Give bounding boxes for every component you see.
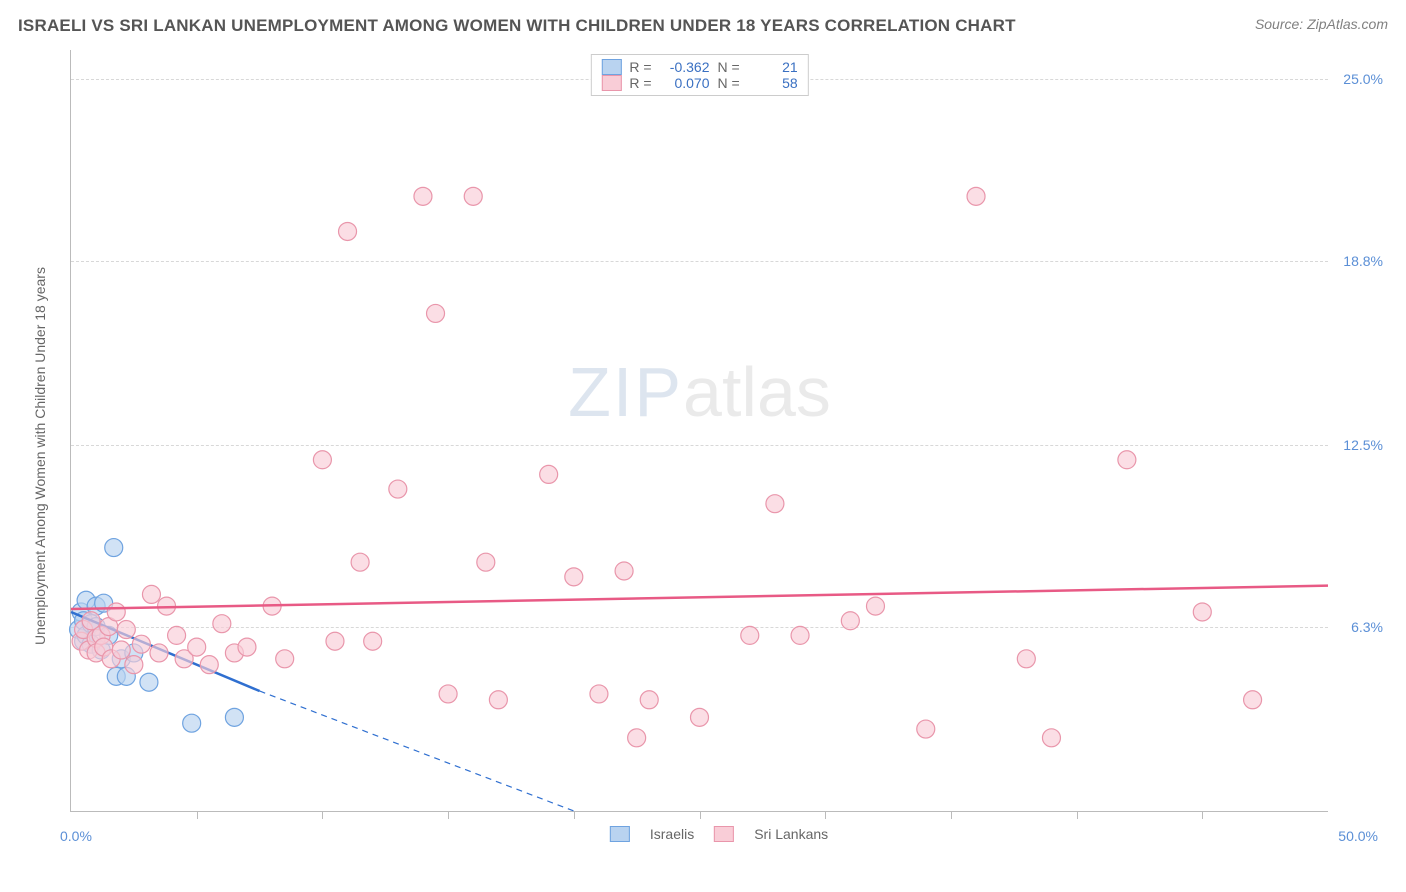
scatter-point [766,495,784,513]
scatter-point [142,585,160,603]
scatter-point [168,626,186,644]
n-value-srilankans: 58 [748,75,798,91]
scatter-point [225,708,243,726]
chart-title: ISRAELI VS SRI LANKAN UNEMPLOYMENT AMONG… [18,16,1016,36]
scatter-point [389,480,407,498]
scatter-point [1244,691,1262,709]
x-tick [197,811,198,819]
series-legend: Israelis Sri Lankans [610,826,828,842]
scatter-point [213,615,231,633]
r-value-srilankans: 0.070 [660,75,710,91]
scatter-point [339,222,357,240]
scatter-point [841,612,859,630]
scatter-point [326,632,344,650]
x-tick [700,811,701,819]
x-max-label: 50.0% [1338,828,1378,844]
y-tick-label: 12.5% [1343,437,1383,453]
trend-line-extrapolated [260,691,574,811]
swatch-israelis-bottom [610,826,630,842]
correlation-legend: R = -0.362 N = 21 R = 0.070 N = 58 [590,54,808,96]
scatter-point [183,714,201,732]
scatter-point [112,641,130,659]
scatter-point [238,638,256,656]
scatter-point [427,304,445,322]
scatter-point [628,729,646,747]
scatter-point [105,539,123,557]
x-tick [825,811,826,819]
r-value-israelis: -0.362 [660,59,710,75]
swatch-srilankans [601,75,621,91]
scatter-point [276,650,294,668]
scatter-point [1042,729,1060,747]
scatter-point [640,691,658,709]
scatter-point [188,638,206,656]
x-tick [322,811,323,819]
scatter-point [1118,451,1136,469]
scatter-point [967,187,985,205]
y-axis-label: Unemployment Among Women with Children U… [32,267,48,645]
x-tick [448,811,449,819]
scatter-point [464,187,482,205]
x-min-label: 0.0% [60,828,92,844]
scatter-point [125,656,143,674]
n-value-israelis: 21 [748,59,798,75]
source-label: Source: ZipAtlas.com [1255,16,1388,32]
scatter-point [414,187,432,205]
scatter-point [565,568,583,586]
scatter-point [117,621,135,639]
scatter-point [150,644,168,662]
r-label: R = [629,75,651,91]
x-tick [951,811,952,819]
plot-region: ZIPatlas R = -0.362 N = 21 R = 0.070 N =… [70,50,1328,812]
scatter-point [540,465,558,483]
scatter-point [107,603,125,621]
scatter-point [741,626,759,644]
r-label: R = [629,59,651,75]
trend-line [71,586,1328,609]
scatter-point [313,451,331,469]
scatter-point [615,562,633,580]
legend-label-srilankans: Sri Lankans [754,826,828,842]
scatter-point [200,656,218,674]
scatter-point [477,553,495,571]
x-tick [574,811,575,819]
swatch-israelis [601,59,621,75]
y-tick-label: 18.8% [1343,253,1383,269]
scatter-point [439,685,457,703]
scatter-point [590,685,608,703]
scatter-point [132,635,150,653]
legend-row-srilankans: R = 0.070 N = 58 [601,75,797,91]
n-label: N = [718,59,740,75]
scatter-point [691,708,709,726]
legend-row-israelis: R = -0.362 N = 21 [601,59,797,75]
scatter-point [866,597,884,615]
scatter-point [351,553,369,571]
n-label: N = [718,75,740,91]
scatter-point [140,673,158,691]
chart-area: Unemployment Among Women with Children U… [50,50,1388,862]
scatter-point [364,632,382,650]
scatter-svg [71,50,1328,811]
x-tick [1202,811,1203,819]
scatter-point [1193,603,1211,621]
scatter-point [917,720,935,738]
scatter-point [489,691,507,709]
scatter-point [1017,650,1035,668]
scatter-point [791,626,809,644]
legend-label-israelis: Israelis [650,826,694,842]
x-tick [1077,811,1078,819]
y-tick-label: 6.3% [1351,619,1383,635]
swatch-srilankans-bottom [714,826,734,842]
y-tick-label: 25.0% [1343,71,1383,87]
